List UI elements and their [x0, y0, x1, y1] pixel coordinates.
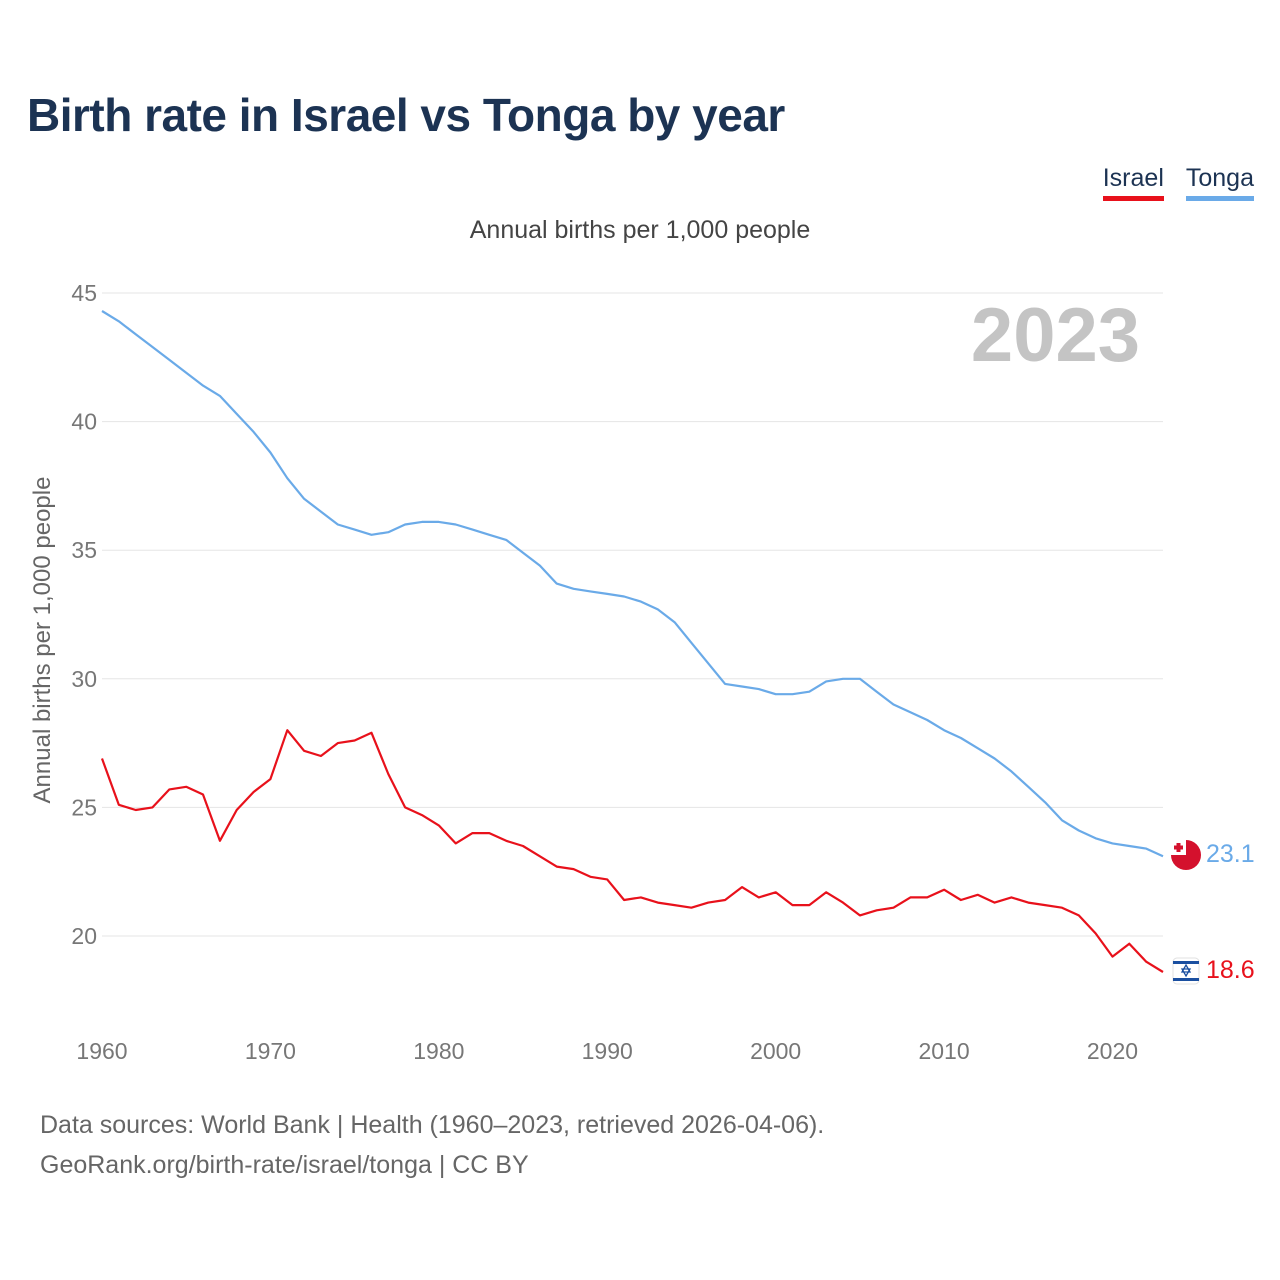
y-axis-ticks: 20 25 30 35 40 45	[71, 280, 97, 949]
x-tick-label: 2020	[1087, 1038, 1138, 1064]
series-line-israel[interactable]	[100, 729, 1164, 973]
y-tick-label: 45	[71, 280, 97, 306]
y-tick-label: 35	[71, 537, 97, 563]
y-tick-label: 40	[71, 409, 97, 435]
x-tick-label: 2000	[750, 1038, 801, 1064]
tonga-end-value: 23.1	[1206, 840, 1255, 868]
israel-flag-icon	[1172, 957, 1200, 985]
x-tick-label: 1970	[245, 1038, 296, 1064]
legend-item-tonga[interactable]: Tonga	[1185, 164, 1254, 201]
footer-link[interactable]: GeoRank.org/birth-rate/israel/tonga | CC…	[40, 1151, 529, 1179]
chart-subtitle: Annual births per 1,000 people	[469, 216, 811, 244]
footer-sources: Data sources: World Bank | Health (1960–…	[40, 1111, 825, 1139]
x-axis-ticks: 1960 1970 1980 1990 2000 2010 2020	[76, 1038, 1138, 1064]
x-tick-label: 1990	[582, 1038, 633, 1064]
x-tick-label: 2010	[918, 1038, 969, 1064]
israel-end-value: 18.6	[1206, 956, 1255, 984]
y-tick-label: 20	[71, 923, 97, 949]
y-tick-label: 30	[71, 666, 97, 692]
legend: Israel Tonga	[1102, 164, 1254, 201]
x-tick-label: 1960	[76, 1038, 127, 1064]
chart-title: Birth rate in Israel vs Tonga by year	[27, 89, 785, 141]
series-lines	[100, 310, 1164, 973]
footer: Data sources: World Bank | Health (1960–…	[40, 1105, 824, 1185]
series-line-tonga[interactable]	[101, 310, 1164, 858]
legend-item-israel[interactable]: Israel	[1102, 164, 1164, 201]
y-tick-label: 25	[71, 794, 97, 820]
grid-lines	[102, 292, 1163, 937]
x-tick-label: 1980	[413, 1038, 464, 1064]
tonga-flag-icon	[1171, 840, 1201, 870]
current-year-label: 2023	[971, 293, 1140, 378]
